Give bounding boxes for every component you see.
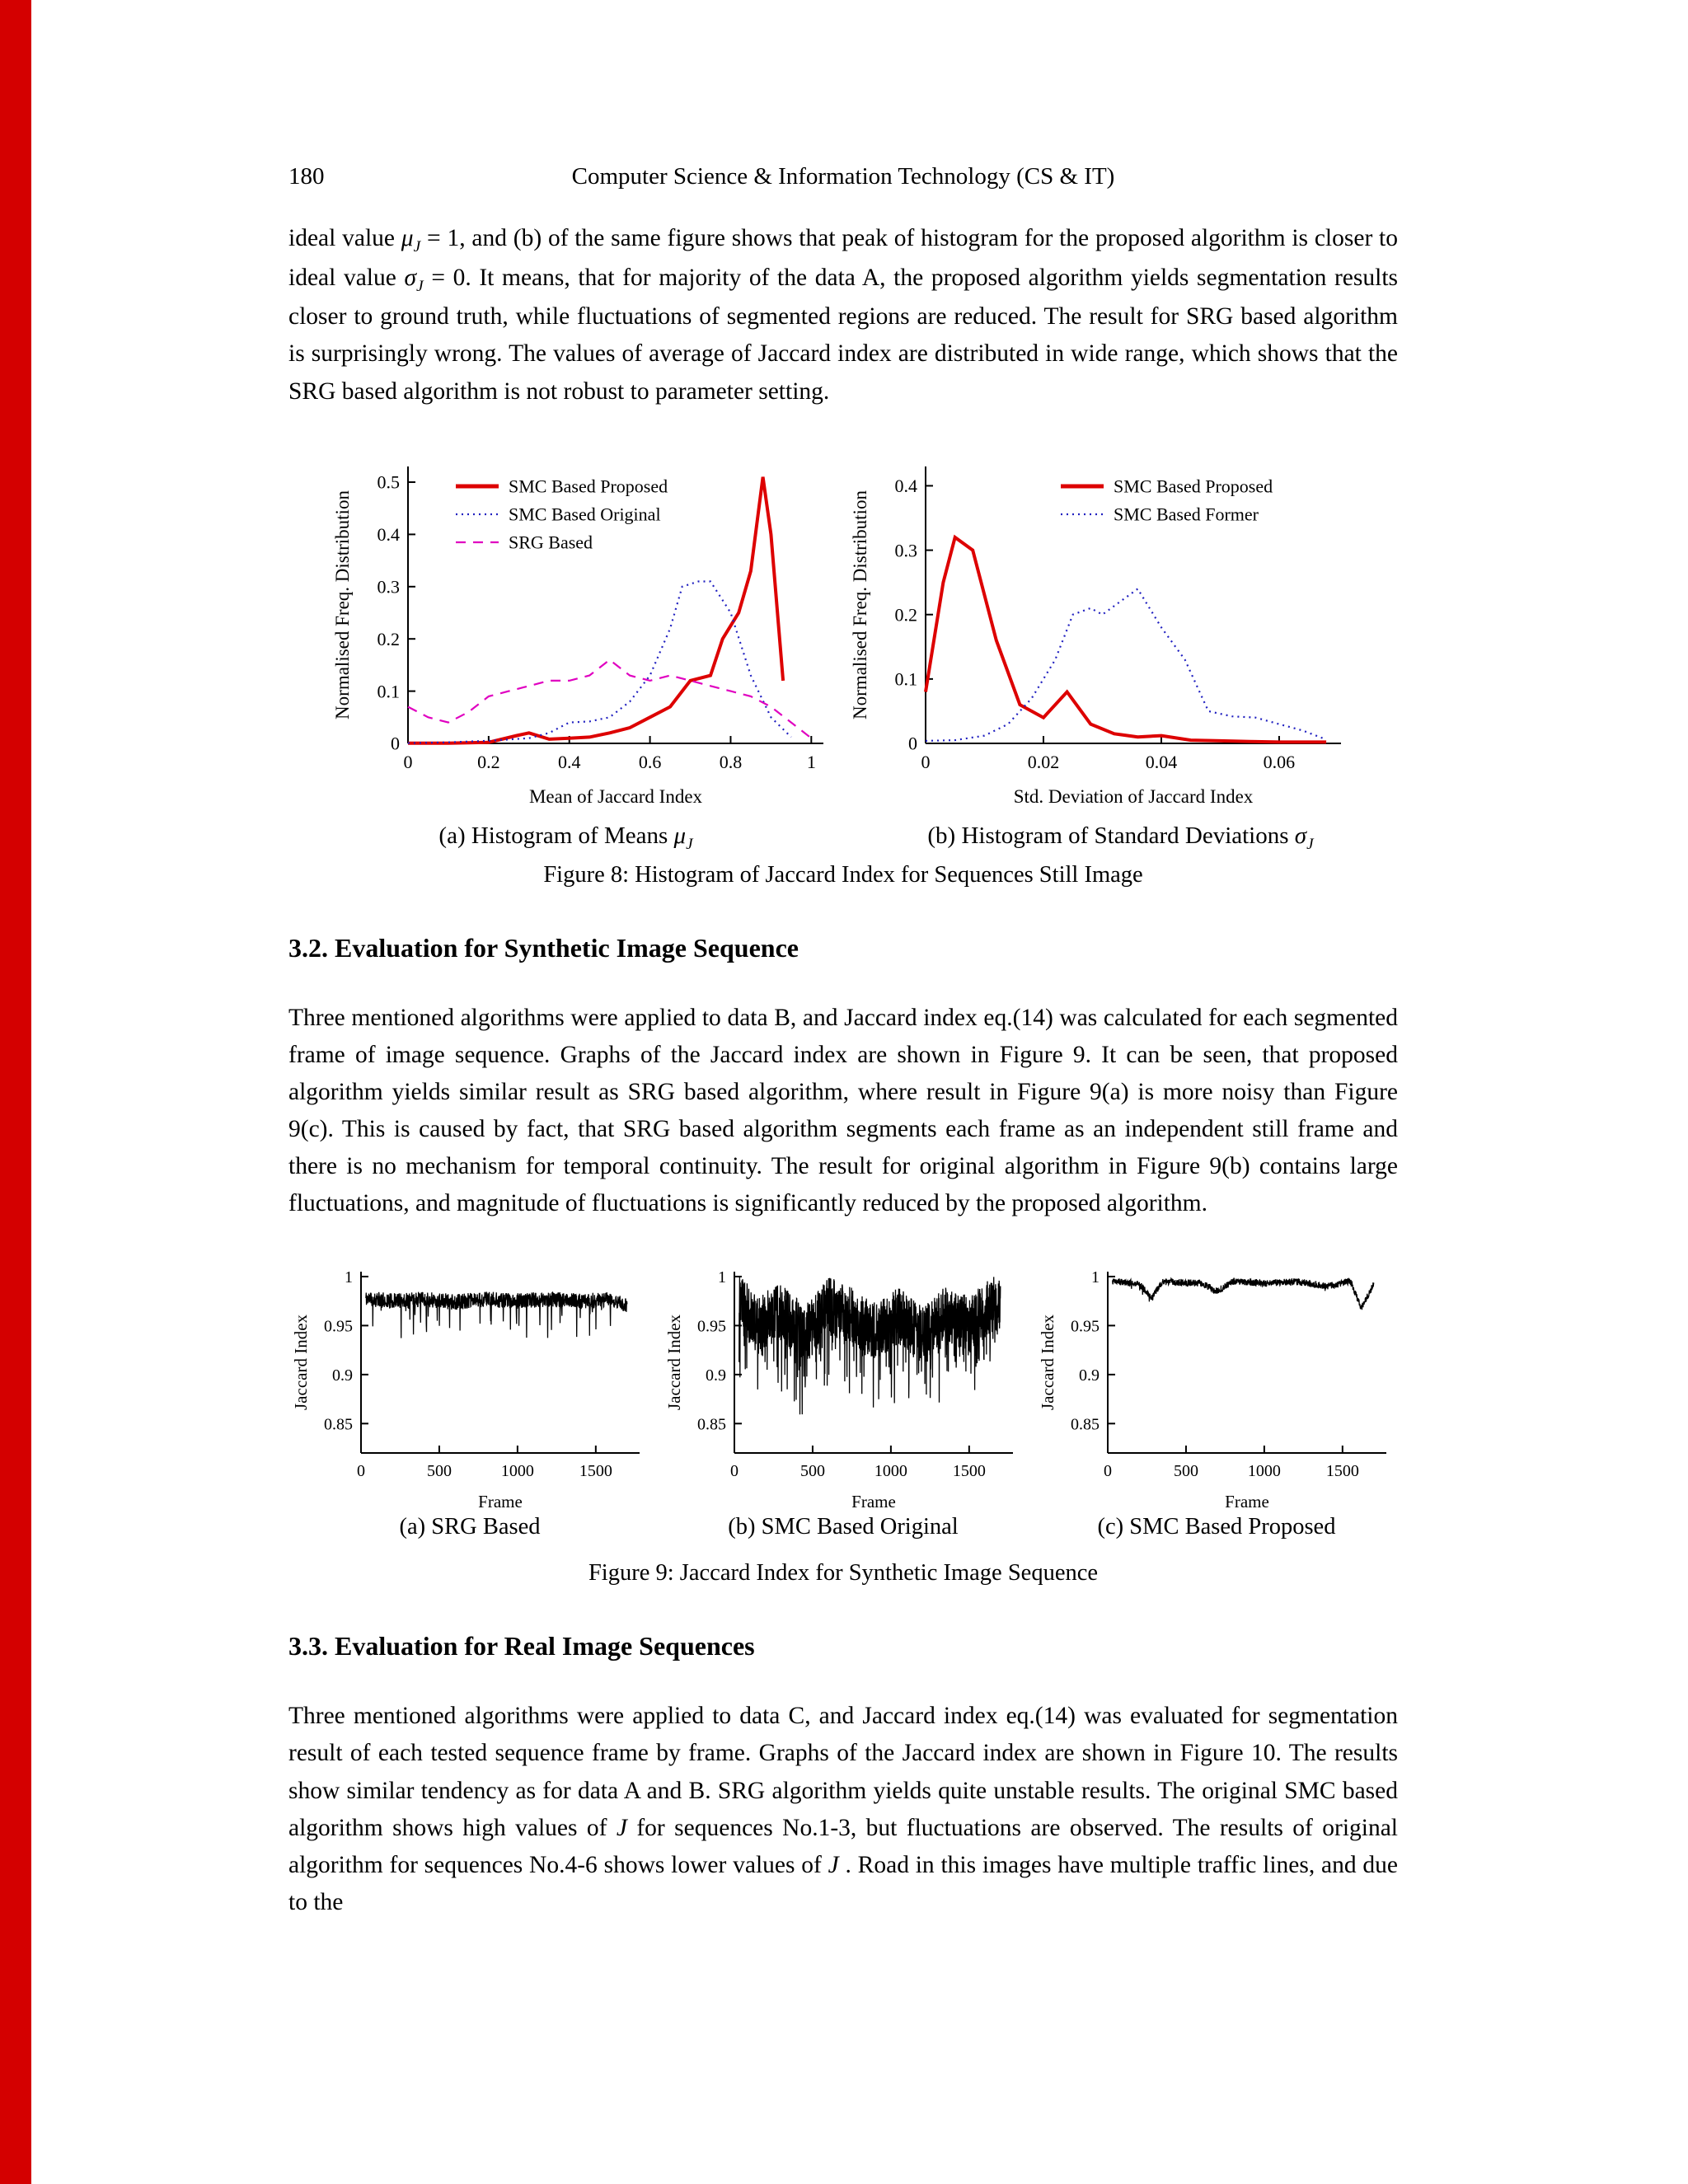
svg-text:0.9: 0.9 bbox=[332, 1366, 353, 1385]
paragraph-3: Three mentioned algorithms were applied … bbox=[288, 1703, 1398, 1915]
svg-text:0: 0 bbox=[908, 733, 917, 753]
svg-text:0.3: 0.3 bbox=[377, 576, 401, 597]
svg-text:500: 500 bbox=[1174, 1462, 1198, 1480]
svg-text:0.85: 0.85 bbox=[697, 1416, 726, 1434]
svg-text:0.1: 0.1 bbox=[895, 668, 918, 689]
math-symbol: σJ bbox=[404, 264, 424, 295]
svg-text:0.4: 0.4 bbox=[377, 524, 401, 545]
svg-text:0.04: 0.04 bbox=[1146, 752, 1178, 772]
figure9b-panel: 0 500 1000 1500 0.85 0.9 0.95 1 Frame Jaccard Ind… bbox=[662, 1258, 1025, 1540]
svg-text:0: 0 bbox=[404, 752, 413, 772]
math-symbol: J bbox=[616, 1814, 627, 1841]
svg-text:0.95: 0.95 bbox=[1071, 1318, 1100, 1336]
svg-text:0.3: 0.3 bbox=[895, 540, 918, 560]
svg-text:1000: 1000 bbox=[1248, 1462, 1281, 1480]
section-3-2-heading: 3.2. Evaluation for Synthetic Image Sequ… bbox=[288, 932, 799, 963]
math-symbol: μJ bbox=[673, 822, 693, 853]
svg-text:0: 0 bbox=[391, 733, 400, 753]
figure-8: 0 0.2 0.4 0.6 0.8 1 0 0.1 0.2 0.3 0.4 0.5 Mean of Ja… bbox=[288, 455, 1398, 809]
section-3-3-heading: 3.3. Evaluation for Real Image Sequences bbox=[288, 1631, 755, 1661]
svg-text:Mean of Jaccard Index: Mean of Jaccard Index bbox=[529, 786, 703, 807]
svg-text:500: 500 bbox=[800, 1462, 825, 1480]
svg-text:1000: 1000 bbox=[501, 1462, 534, 1480]
svg-text:0: 0 bbox=[730, 1462, 738, 1480]
svg-text:0.85: 0.85 bbox=[324, 1416, 353, 1434]
page-number: 180 bbox=[288, 163, 325, 190]
figure9-caption: Figure 9: Jaccard Index for Synthetic Im… bbox=[588, 1560, 1099, 1586]
figure9a-subcaption: (a) SRG Based bbox=[399, 1514, 541, 1540]
svg-text:0.2: 0.2 bbox=[895, 604, 918, 625]
svg-text:Frame: Frame bbox=[478, 1492, 523, 1511]
figure9c-smc-proposed-chart: 0 500 1000 1500 0.85 0.9 0.95 1 Frame Jaccard Ind… bbox=[1038, 1268, 1386, 1511]
figure8a-histogram-means-chart: 0 0.2 0.4 0.6 0.8 1 0 0.1 0.2 0.3 0.4 0.5 Mean of Ja… bbox=[332, 466, 823, 807]
svg-text:0.02: 0.02 bbox=[1028, 752, 1060, 772]
svg-text:0.9: 0.9 bbox=[1079, 1366, 1100, 1385]
figure9c-panel: 0 500 1000 1500 0.85 0.9 0.95 1 Frame Jaccard Ind… bbox=[1035, 1258, 1398, 1540]
svg-text:1: 1 bbox=[1091, 1268, 1100, 1286]
svg-text:Jaccard Index: Jaccard Index bbox=[1038, 1315, 1057, 1411]
figure9a-panel: 0 500 1000 1500 0.85 0.9 0.95 1 Frame Jaccard Ind… bbox=[288, 1258, 651, 1540]
figure9b-subcaption: (b) SMC Based Original bbox=[728, 1514, 959, 1540]
figure9b-smc-original-chart: 0 500 1000 1500 0.85 0.9 0.95 1 Frame Jaccard Ind… bbox=[664, 1268, 1013, 1511]
math-symbol: σJ bbox=[1294, 822, 1314, 853]
svg-text:0.9: 0.9 bbox=[706, 1366, 726, 1385]
svg-text:0: 0 bbox=[1104, 1462, 1112, 1480]
svg-text:Frame: Frame bbox=[851, 1492, 896, 1511]
svg-text:SMC Based Original: SMC Based Original bbox=[509, 504, 661, 524]
svg-text:1: 1 bbox=[345, 1268, 353, 1286]
figure8b-subcaption: (b) Histogram of Standard Deviations σJ bbox=[927, 822, 1314, 853]
svg-text:0.4: 0.4 bbox=[895, 476, 918, 496]
svg-text:1000: 1000 bbox=[874, 1462, 907, 1480]
svg-text:0.95: 0.95 bbox=[324, 1318, 353, 1336]
svg-text:0.1: 0.1 bbox=[377, 681, 401, 701]
svg-text:0: 0 bbox=[921, 752, 931, 772]
svg-text:0.4: 0.4 bbox=[558, 752, 581, 772]
svg-text:0.6: 0.6 bbox=[639, 752, 662, 772]
journal-title: Computer Science & Information Technolog… bbox=[571, 163, 1115, 190]
svg-text:SMC Based Former: SMC Based Former bbox=[1114, 504, 1259, 524]
svg-text:0.06: 0.06 bbox=[1264, 752, 1296, 772]
math-symbol: μJ bbox=[401, 225, 421, 255]
svg-text:0.2: 0.2 bbox=[377, 629, 401, 649]
header-spacer bbox=[1274, 163, 1398, 190]
figure8a-subcaption: (a) Histogram of Means μJ bbox=[438, 822, 693, 853]
svg-text:Jaccard Index: Jaccard Index bbox=[291, 1315, 311, 1411]
figure9a-srg-chart: 0 500 1000 1500 0.85 0.9 0.95 1 Frame Jaccard Ind… bbox=[291, 1268, 640, 1511]
svg-text:0.2: 0.2 bbox=[477, 752, 500, 772]
svg-text:0: 0 bbox=[357, 1462, 365, 1480]
svg-text:0.95: 0.95 bbox=[697, 1318, 726, 1336]
page-edge-stripe bbox=[0, 0, 31, 2184]
svg-text:1500: 1500 bbox=[1326, 1462, 1359, 1480]
svg-text:500: 500 bbox=[427, 1462, 452, 1480]
svg-text:SRG Based: SRG Based bbox=[509, 532, 593, 552]
figure-9: 0 500 1000 1500 0.85 0.9 0.95 1 Frame Jaccard Ind… bbox=[288, 1258, 1398, 1540]
svg-text:Normalised Freq. Distribution: Normalised Freq. Distribution bbox=[850, 490, 870, 719]
svg-text:0.85: 0.85 bbox=[1071, 1416, 1100, 1434]
paragraph-1: ideal value μJ = 1, and (b) of the same … bbox=[288, 225, 1398, 405]
svg-text:1: 1 bbox=[718, 1268, 726, 1286]
page-header: 180 Computer Science & Information Techn… bbox=[288, 163, 1398, 190]
svg-text:Normalised Freq. Distribution: Normalised Freq. Distribution bbox=[332, 490, 353, 719]
figure8-caption: Figure 8: Histogram of Jaccard Index for… bbox=[543, 861, 1143, 888]
figure8b-histogram-std-chart: 0 0.02 0.04 0.06 0 0.1 0.2 0.3 0.4 Std. Deviation… bbox=[850, 466, 1341, 807]
svg-text:1: 1 bbox=[807, 752, 816, 772]
svg-text:Frame: Frame bbox=[1225, 1492, 1269, 1511]
figure9c-subcaption: (c) SMC Based Proposed bbox=[1097, 1514, 1336, 1540]
figure8-subcaptions: (a) Histogram of Means μJ (b) Histogram … bbox=[288, 823, 1398, 854]
svg-text:SMC Based Proposed: SMC Based Proposed bbox=[1114, 476, 1273, 496]
paragraph-2: Three mentioned algorithms were applied … bbox=[288, 1004, 1398, 1217]
svg-text:SMC Based Proposed: SMC Based Proposed bbox=[509, 476, 668, 496]
math-symbol: J bbox=[828, 1851, 839, 1878]
svg-text:0.8: 0.8 bbox=[720, 752, 743, 772]
svg-text:Std. Deviation of Jaccard Inde: Std. Deviation of Jaccard Index bbox=[1014, 786, 1254, 807]
svg-text:Jaccard Index: Jaccard Index bbox=[664, 1315, 684, 1411]
svg-text:0.5: 0.5 bbox=[377, 471, 401, 492]
svg-text:1500: 1500 bbox=[579, 1462, 612, 1480]
svg-text:1500: 1500 bbox=[953, 1462, 986, 1480]
